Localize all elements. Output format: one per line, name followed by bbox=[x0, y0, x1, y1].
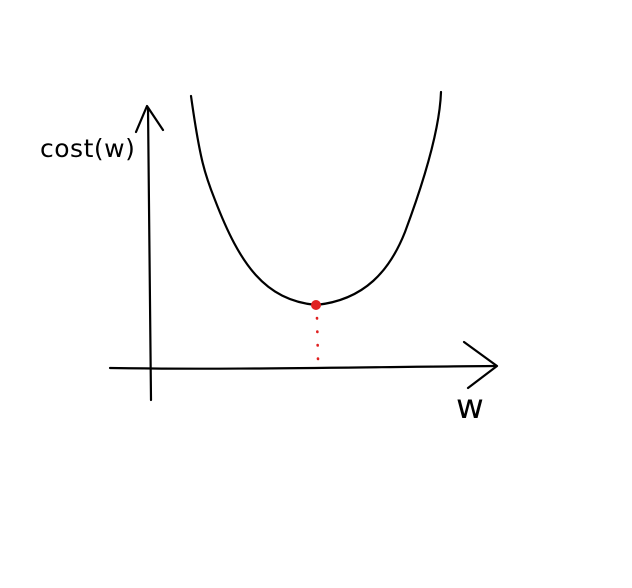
minimum-point bbox=[311, 300, 321, 310]
minimum-drop-line bbox=[315, 316, 320, 362]
y-axis-arrowhead bbox=[134, 104, 165, 134]
y-axis-line bbox=[146, 106, 153, 402]
x-axis-line bbox=[108, 364, 497, 370]
cost-curve bbox=[189, 90, 443, 307]
y-axis-label: cost(w) bbox=[40, 134, 135, 163]
x-axis-arrowhead bbox=[462, 340, 499, 390]
x-axis-label: w bbox=[456, 387, 484, 427]
